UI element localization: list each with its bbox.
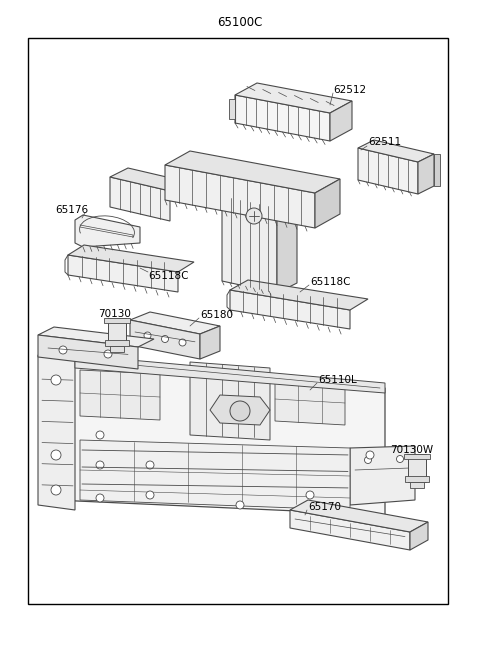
Polygon shape (222, 196, 277, 293)
Circle shape (161, 335, 168, 343)
Circle shape (364, 457, 372, 464)
Circle shape (230, 401, 250, 421)
Polygon shape (222, 186, 297, 208)
Polygon shape (330, 101, 352, 141)
Polygon shape (277, 198, 297, 293)
Polygon shape (165, 151, 340, 193)
Polygon shape (230, 280, 368, 310)
Text: 65118C: 65118C (310, 277, 350, 287)
Circle shape (179, 339, 186, 346)
Polygon shape (358, 140, 434, 162)
Polygon shape (130, 312, 220, 334)
Polygon shape (408, 454, 426, 482)
Polygon shape (75, 355, 385, 393)
Text: 65170: 65170 (308, 502, 341, 512)
Polygon shape (55, 360, 385, 515)
Polygon shape (38, 327, 154, 347)
Polygon shape (38, 335, 138, 369)
Text: 65100C: 65100C (217, 16, 263, 29)
Polygon shape (110, 346, 124, 352)
Polygon shape (418, 154, 434, 194)
Circle shape (366, 451, 374, 459)
Circle shape (96, 431, 104, 439)
Polygon shape (434, 154, 440, 186)
Polygon shape (315, 179, 340, 228)
Circle shape (96, 494, 104, 502)
Polygon shape (235, 95, 330, 141)
Polygon shape (358, 148, 418, 194)
Polygon shape (230, 290, 350, 329)
Polygon shape (80, 370, 160, 420)
Circle shape (246, 208, 262, 224)
Circle shape (51, 450, 61, 460)
Circle shape (236, 501, 244, 509)
Circle shape (112, 327, 122, 337)
Polygon shape (110, 177, 170, 221)
Circle shape (144, 332, 151, 339)
Polygon shape (104, 318, 130, 323)
Bar (28, 38, 448, 604)
Polygon shape (410, 482, 424, 488)
Polygon shape (38, 355, 75, 510)
Polygon shape (68, 255, 178, 292)
Circle shape (146, 491, 154, 499)
Text: 70130W: 70130W (390, 445, 433, 455)
Polygon shape (229, 99, 235, 119)
Text: 65118C: 65118C (148, 271, 189, 281)
Circle shape (96, 461, 104, 469)
Circle shape (104, 350, 112, 358)
Polygon shape (275, 376, 345, 425)
Text: 65110L: 65110L (318, 375, 357, 385)
Polygon shape (405, 476, 429, 482)
Polygon shape (108, 318, 126, 343)
Polygon shape (290, 500, 428, 532)
Circle shape (396, 455, 404, 462)
Polygon shape (75, 215, 140, 247)
Polygon shape (410, 522, 428, 550)
Circle shape (146, 461, 154, 469)
Circle shape (51, 485, 61, 495)
Polygon shape (404, 454, 430, 459)
Circle shape (412, 463, 422, 473)
Text: 65176: 65176 (55, 205, 88, 215)
Polygon shape (290, 510, 410, 550)
Polygon shape (105, 340, 129, 346)
Text: 62512: 62512 (333, 85, 366, 95)
Text: 65180: 65180 (200, 310, 233, 320)
Polygon shape (190, 362, 270, 440)
Polygon shape (130, 320, 200, 359)
Polygon shape (210, 395, 270, 425)
Polygon shape (165, 165, 315, 228)
Polygon shape (350, 446, 415, 505)
Text: 70130: 70130 (98, 309, 131, 319)
Circle shape (306, 491, 314, 499)
Polygon shape (200, 326, 220, 359)
Polygon shape (80, 440, 350, 510)
Text: 62511: 62511 (368, 137, 401, 147)
Circle shape (51, 375, 61, 385)
Polygon shape (110, 168, 188, 191)
Polygon shape (68, 245, 194, 272)
Circle shape (59, 346, 67, 354)
Polygon shape (235, 83, 352, 113)
